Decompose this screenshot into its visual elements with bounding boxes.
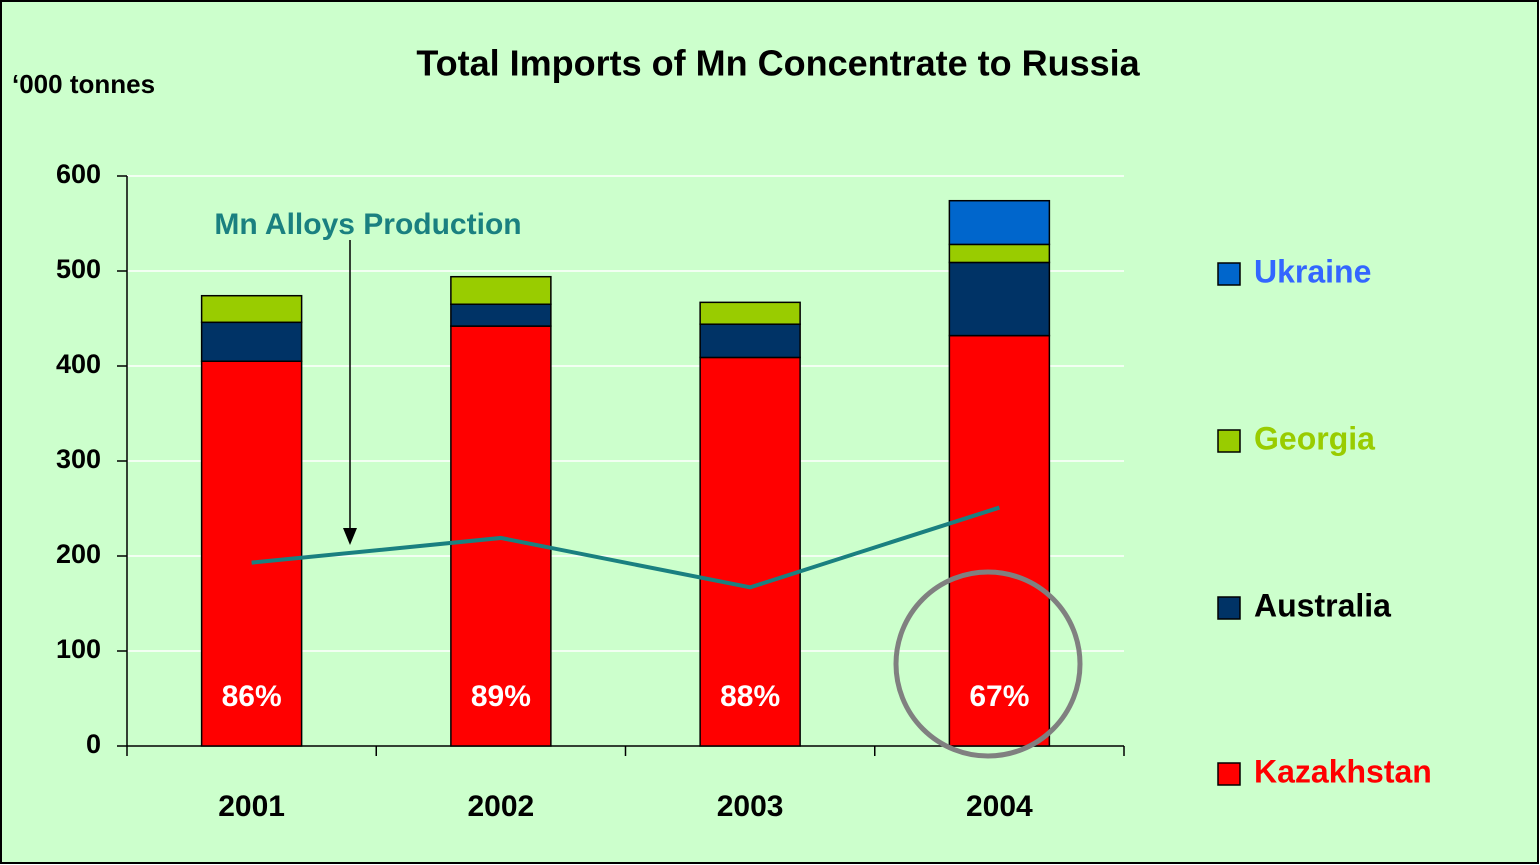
x-tick-label: 2003 <box>717 790 784 823</box>
bar-segment <box>948 199 1051 246</box>
share-label: 88% <box>720 680 780 713</box>
legend-label: Kazakhstan <box>1254 753 1432 789</box>
legend-label: Australia <box>1254 587 1391 623</box>
share-label: 86% <box>222 680 282 713</box>
annotation-arrowhead <box>343 528 357 545</box>
bar-segment <box>450 275 552 306</box>
legend-swatch <box>1217 762 1241 786</box>
legend-swatch <box>1217 262 1241 286</box>
bar-segment <box>699 301 801 325</box>
bar-segment <box>699 323 801 359</box>
legend-label: Georgia <box>1254 420 1375 456</box>
y-tick-label: 400 <box>56 349 101 379</box>
highlight-circle <box>893 569 1083 759</box>
x-tick-label: 2001 <box>218 790 285 823</box>
share-label: 67% <box>969 680 1029 713</box>
line-annotation: Mn Alloys Production <box>214 208 521 241</box>
y-tick-label: 600 <box>56 159 101 189</box>
bar-segment <box>200 294 303 324</box>
line-series <box>251 505 1000 590</box>
bar-segment <box>948 243 1051 264</box>
bar-segment <box>948 261 1051 337</box>
legend-swatch <box>1217 596 1241 620</box>
y-axis-label: ‘000 tonnes <box>12 69 155 99</box>
y-tick-label: 500 <box>56 254 101 284</box>
x-tick-label: 2004 <box>966 790 1033 823</box>
legend-swatch <box>1217 429 1241 453</box>
bar-segment <box>200 321 303 362</box>
y-tick-label: 0 <box>86 729 101 759</box>
y-tick-label: 200 <box>56 539 101 569</box>
bar-segment <box>948 334 1051 747</box>
y-tick-label: 100 <box>56 634 101 664</box>
share-label: 89% <box>471 680 531 713</box>
bar-segment <box>200 360 303 747</box>
x-tick-label: 2002 <box>468 790 535 823</box>
y-tick-label: 300 <box>56 444 101 474</box>
chart-title: Total Imports of Mn Concentrate to Russi… <box>416 43 1140 84</box>
bar-segment <box>699 356 801 747</box>
bar-segment <box>450 303 552 327</box>
legend-label: Ukraine <box>1254 253 1371 289</box>
